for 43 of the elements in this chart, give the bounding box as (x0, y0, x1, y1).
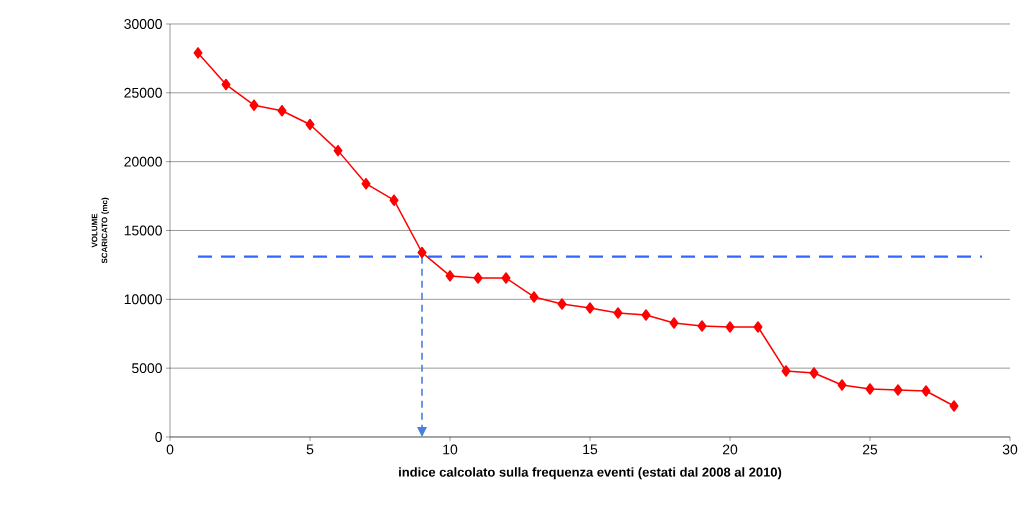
point (501, 272, 511, 284)
point (585, 302, 595, 314)
point (669, 317, 679, 329)
point (697, 320, 707, 332)
point (417, 246, 427, 259)
y-tick-label: 5000 (132, 363, 162, 374)
point (753, 321, 763, 333)
point (249, 99, 259, 111)
point (837, 379, 847, 391)
point (361, 177, 371, 190)
point (445, 270, 455, 282)
point (809, 367, 819, 379)
point (641, 309, 651, 321)
point (949, 400, 959, 412)
y-tick-label: 10000 (124, 294, 162, 305)
x-axis-title: indice calcolato sulla frequenza eventi (estati dal 2008 al 2010) (399, 467, 782, 480)
x-tick-label: 25 (862, 444, 878, 455)
point (781, 365, 791, 377)
x-tick-label: 30 (1002, 444, 1018, 455)
point (921, 385, 931, 397)
y-tick-label: 25000 (124, 87, 162, 98)
x-tick-label: 10 (443, 444, 458, 455)
x-tick-label: 5 (306, 444, 314, 455)
point (865, 383, 875, 395)
point (613, 307, 623, 319)
point (277, 104, 287, 117)
y-tick-label: 20000 (124, 156, 162, 167)
point (305, 118, 315, 131)
y-tick-label: 30000 (124, 19, 162, 29)
point (725, 321, 735, 333)
point (473, 272, 483, 284)
point (893, 384, 903, 396)
point (557, 298, 567, 310)
point (389, 194, 399, 206)
y-tick-label: 0 (155, 432, 162, 442)
point (529, 291, 539, 303)
y-tick-label: 15000 (124, 225, 162, 236)
x-tick-label: 0 (166, 444, 174, 455)
point (221, 78, 231, 91)
point (333, 144, 343, 157)
x-tick-label: 20 (722, 444, 738, 455)
x-tick-label: 15 (583, 444, 598, 455)
point (193, 47, 203, 59)
